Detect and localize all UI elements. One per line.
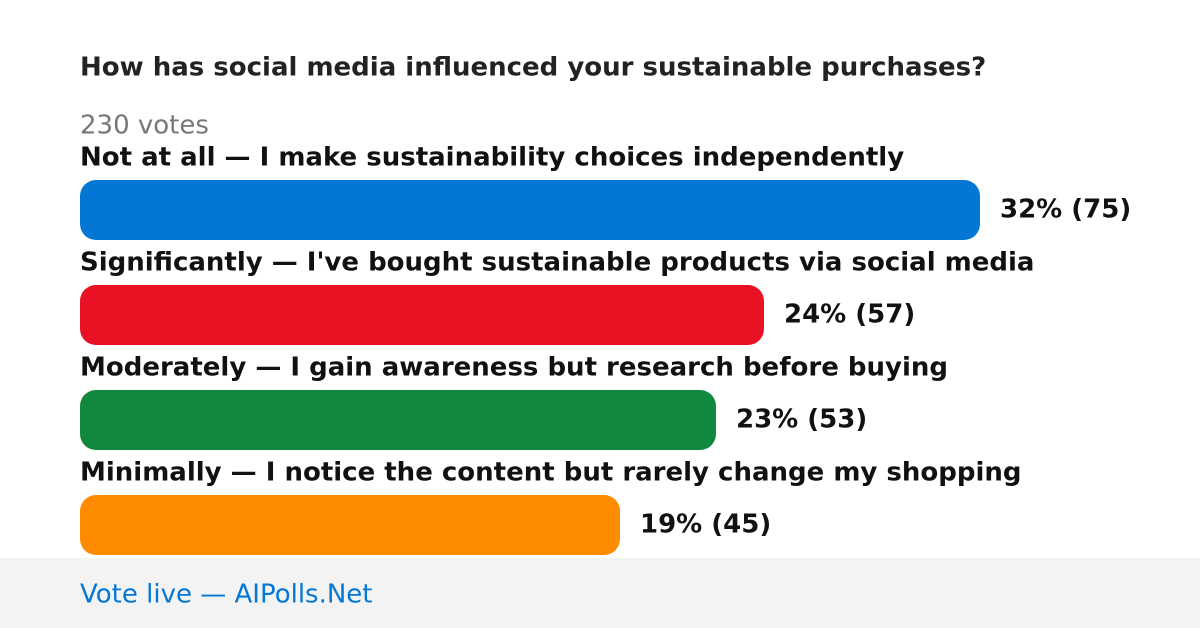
bar <box>80 285 764 345</box>
value-label: 24% (57) <box>784 300 915 330</box>
option-label: Not at all — I make sustainability choic… <box>80 143 904 173</box>
vote-count: 230 votes <box>80 111 209 141</box>
bar <box>80 180 980 240</box>
option-label: Moderately — I gain awareness but resear… <box>80 353 948 383</box>
chart-title: How has social media influenced your sus… <box>80 53 986 83</box>
value-label: 23% (53) <box>736 405 867 435</box>
bar <box>80 390 716 450</box>
footer-band <box>0 558 1200 628</box>
value-label: 32% (75) <box>1000 195 1131 225</box>
value-label: 19% (45) <box>640 510 771 540</box>
bar <box>80 495 620 555</box>
option-label: Significantly — I've bought sustainable … <box>80 248 1034 278</box>
footer-link[interactable]: Vote live — AIPolls.Net <box>80 580 373 610</box>
option-label: Minimally — I notice the content but rar… <box>80 458 1022 488</box>
